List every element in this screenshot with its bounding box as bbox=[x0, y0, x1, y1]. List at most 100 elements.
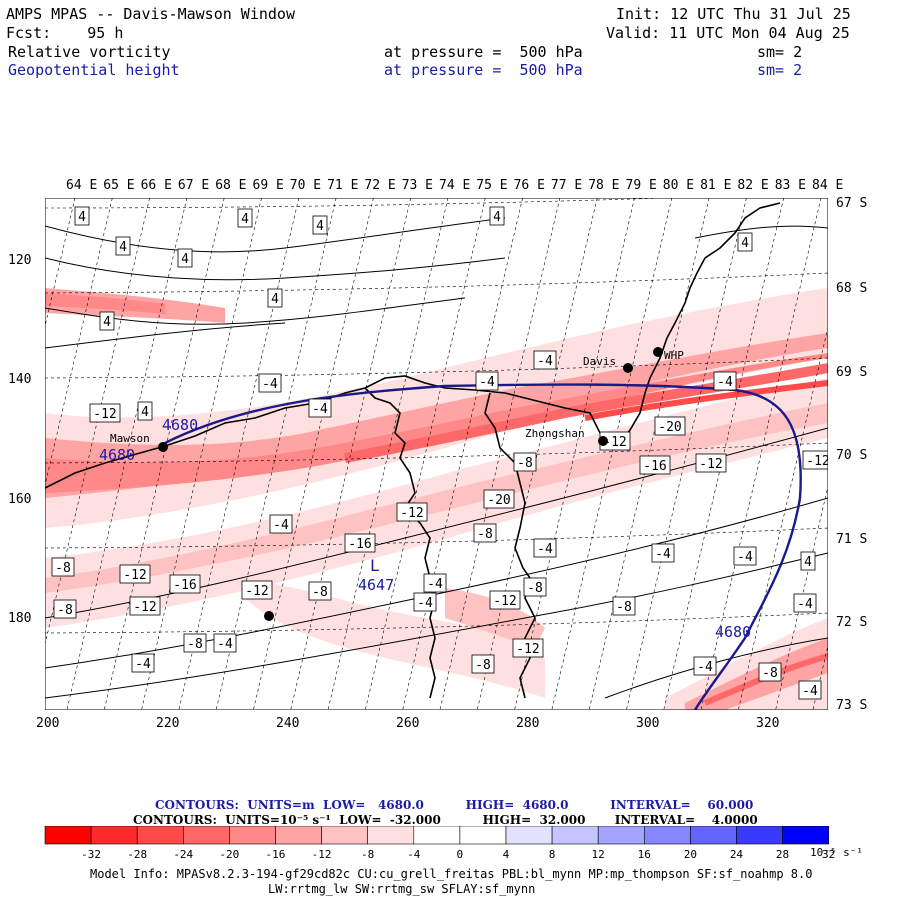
colorbar-swatch bbox=[782, 826, 829, 845]
vorticity-label: -12 bbox=[603, 435, 626, 450]
vorticity-label: -4 bbox=[737, 550, 753, 565]
lon-label: 71 E bbox=[327, 178, 358, 193]
lon-label: 75 E bbox=[476, 178, 507, 193]
colorbar-tick-label: -12 bbox=[312, 848, 332, 861]
vorticity-label-box bbox=[793, 593, 817, 613]
colorbar-unit: 10⁻⁵ s⁻¹ bbox=[810, 846, 863, 859]
lon-label: 64 E bbox=[66, 178, 97, 193]
colorbar-tick-label: 8 bbox=[549, 848, 556, 861]
colorbar-swatch bbox=[44, 826, 92, 845]
latitude-labels: 67 S 68 S 69 S 70 S 71 S 72 S 73 S bbox=[836, 196, 867, 713]
vorticity-label-box bbox=[119, 564, 151, 584]
vorticity-label-box bbox=[483, 489, 515, 509]
field1-level: at pressure = 500 hPa bbox=[384, 43, 583, 61]
vorticity-label: -12 bbox=[699, 457, 722, 472]
longitude-labels: 64 E 65 E 66 E 67 E 68 E 69 E 70 E 71 E 72 E 73 E… bbox=[66, 178, 843, 193]
vorticity-label-box bbox=[269, 514, 293, 534]
vorticity-label-box bbox=[74, 206, 90, 226]
vorticity-label-box bbox=[213, 633, 237, 653]
colorbar-tick-label: -20 bbox=[219, 848, 239, 861]
field2-name: Geopotential height bbox=[8, 61, 180, 79]
vorticity-label: -4 bbox=[537, 542, 553, 557]
vorticity-label: -8 bbox=[312, 585, 328, 600]
lon-label: 81 E bbox=[700, 178, 731, 193]
vorticity-label: -8 bbox=[55, 561, 71, 576]
vorticity-label: -4 bbox=[427, 577, 443, 592]
vorticity-label-box bbox=[413, 592, 437, 612]
vorticity-label-box bbox=[177, 248, 193, 268]
lat-label: 70 S bbox=[836, 448, 867, 463]
vorticity-label-box bbox=[237, 208, 253, 228]
vorticity-label-box bbox=[129, 596, 161, 616]
lon-label: 79 E bbox=[626, 178, 657, 193]
vorticity-label-box bbox=[800, 551, 816, 571]
x-tick-label: 300 bbox=[636, 716, 659, 731]
y-tick-label: 160 bbox=[8, 492, 31, 507]
colorbar-swatch bbox=[367, 826, 415, 845]
colorbar-swatch bbox=[690, 826, 737, 845]
lat-label: 71 S bbox=[836, 532, 867, 547]
station-marker bbox=[623, 363, 633, 373]
vorticity-label-box bbox=[344, 533, 376, 553]
vorticity-label-box bbox=[639, 455, 671, 475]
vorticity-label: -12 bbox=[93, 407, 116, 422]
colorbar-swatch bbox=[136, 826, 184, 845]
colorbar-tick-label: 4 bbox=[503, 848, 510, 861]
contours-info-height: CONTOURS: UNITS=m LOW= 4680.0 HIGH= 4680… bbox=[155, 798, 754, 812]
vorticity-label: -12 bbox=[123, 568, 146, 583]
vorticity-label-box bbox=[512, 638, 544, 658]
station-label: Zhongshan bbox=[525, 427, 585, 440]
vorticity-label: -4 bbox=[262, 377, 278, 392]
colorbar-tick-label: 28 bbox=[776, 848, 789, 861]
model-info-line2: LW:rrtmg_lw SW:rrtmg_sw SFLAY:sf_mynn bbox=[268, 882, 536, 896]
vorticity-label-box bbox=[89, 403, 121, 423]
vorticity-label: -12 bbox=[806, 454, 828, 469]
colorbar-swatch bbox=[413, 826, 461, 845]
vorticity-label-box bbox=[308, 581, 332, 601]
vorticity-label-box bbox=[99, 311, 115, 331]
lon-label: 80 E bbox=[663, 178, 694, 193]
valid-time: Valid: 11 UTC Mon 04 Aug 25 bbox=[606, 24, 850, 42]
vorticity-label-box bbox=[267, 288, 283, 308]
vorticity-label: -4 bbox=[273, 518, 289, 533]
vorticity-label: 4 bbox=[271, 292, 279, 307]
lon-label: 84 E bbox=[812, 178, 843, 193]
vorticity-label-box bbox=[533, 350, 557, 370]
colorbar: -32 -28 -24 -20 -16 -12 -8 -4 0 4 8 12 16 20 24 28 3210⁻… bbox=[44, 826, 863, 861]
lat-label: 69 S bbox=[836, 365, 867, 380]
colorbar-tick-label: -4 bbox=[407, 848, 421, 861]
lon-label: 69 E bbox=[253, 178, 284, 193]
vorticity-label: -4 bbox=[717, 375, 733, 390]
colorbar-swatch bbox=[551, 826, 599, 845]
vorticity-label-box bbox=[513, 452, 537, 472]
vorticity-label-box bbox=[693, 656, 717, 676]
vorticity-label: -16 bbox=[348, 537, 371, 552]
colorbar-swatch bbox=[90, 826, 138, 845]
vorticity-label: -12 bbox=[245, 584, 268, 599]
vorticity-label: -4 bbox=[797, 597, 813, 612]
colorbar-swatch bbox=[229, 826, 276, 845]
x-tick-label: 200 bbox=[36, 716, 59, 731]
y-tick-label: 120 bbox=[8, 253, 31, 268]
lon-label: 74 E bbox=[439, 178, 470, 193]
vorticity-label: 4 bbox=[78, 210, 86, 225]
vorticity-label: -4 bbox=[802, 684, 818, 699]
station-marker bbox=[653, 347, 663, 357]
x-tick-label: 220 bbox=[156, 716, 179, 731]
colorbar-tick-label: 12 bbox=[592, 848, 605, 861]
vorticity-label-box bbox=[654, 416, 686, 436]
colorbar-tick-label: 16 bbox=[638, 848, 651, 861]
vorticity-label-box bbox=[475, 371, 499, 391]
lon-label: 83 E bbox=[775, 178, 806, 193]
field2-smoothing: sm= 2 bbox=[757, 61, 803, 79]
vorticity-fill bbox=[45, 288, 828, 710]
vorticity-label: 4 bbox=[119, 240, 127, 255]
lat-label: 68 S bbox=[836, 281, 867, 296]
vorticity-label-box bbox=[523, 577, 547, 597]
vorticity-label-box bbox=[471, 654, 495, 674]
lat-label: 67 S bbox=[836, 196, 867, 211]
vorticity-label: -16 bbox=[173, 578, 196, 593]
vorticity-label-box bbox=[533, 538, 557, 558]
vorticity-label-box bbox=[758, 662, 782, 682]
